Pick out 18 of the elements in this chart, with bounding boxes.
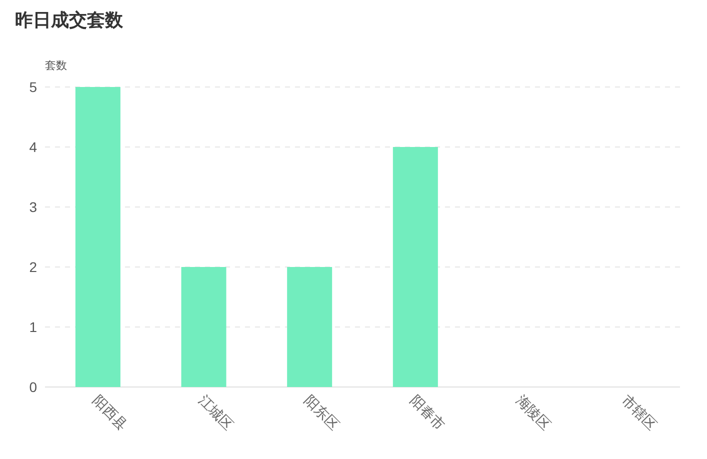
bar bbox=[75, 87, 120, 387]
bar bbox=[287, 267, 332, 387]
y-axis-title: 套数 bbox=[45, 60, 67, 72]
y-tick-label: 1 bbox=[29, 319, 38, 335]
x-tick-label: 江城区 bbox=[196, 392, 237, 433]
x-tick-label: 海陵区 bbox=[513, 392, 554, 433]
bar bbox=[181, 267, 226, 387]
y-tick-label: 4 bbox=[29, 139, 38, 155]
chart-title: 昨日成交套数 bbox=[15, 10, 124, 30]
x-tick-label: 市辖区 bbox=[618, 392, 660, 433]
bar bbox=[392, 147, 438, 387]
x-tick-label: 阳春市 bbox=[407, 392, 448, 433]
y-tick-label: 5 bbox=[29, 79, 38, 95]
x-tick-label: 阳西县 bbox=[90, 392, 131, 433]
x-tick-label: 阳东区 bbox=[301, 392, 342, 433]
y-tick-label: 0 bbox=[29, 379, 38, 395]
y-tick-label: 3 bbox=[29, 199, 38, 215]
y-tick-label: 2 bbox=[29, 259, 38, 275]
